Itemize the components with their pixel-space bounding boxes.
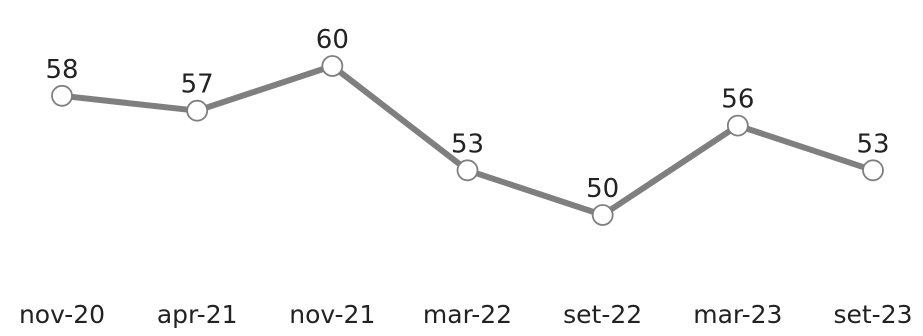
data-point-set-22: [591, 204, 614, 226]
data-label-mar-23: 56: [721, 85, 754, 115]
data-label-mar-22: 53: [451, 129, 484, 159]
data-point-mar-23: [726, 114, 749, 137]
marker-layer: [51, 55, 884, 226]
data-label-set-23: 53: [856, 129, 889, 159]
x-tick-label-nov-20: nov-20: [19, 300, 105, 329]
data-point-nov-20: [51, 84, 73, 107]
x-axis-tick-labels: nov-20 apr-21 nov-21 mar-22 set-22 mar-23 set-…: [19, 300, 913, 329]
data-label-nov-21: 60: [316, 25, 349, 55]
data-label-apr-21: 57: [181, 70, 214, 100]
data-point-nov-21: [321, 55, 344, 77]
data-label-layer: 58 57 60 53 50 56 53: [45, 25, 889, 204]
data-point-set-23: [862, 159, 884, 182]
x-tick-label-mar-23: mar-23: [693, 300, 782, 329]
x-tick-label-set-23: set-23: [833, 300, 912, 329]
data-label-set-22: 50: [586, 174, 619, 204]
data-point-mar-22: [456, 159, 479, 182]
data-point-apr-21: [186, 99, 209, 122]
x-tick-label-set-22: set-22: [563, 300, 642, 329]
x-tick-label-mar-22: mar-22: [423, 300, 512, 329]
x-tick-label-apr-21: apr-21: [157, 300, 238, 329]
x-tick-label-nov-21: nov-21: [289, 300, 375, 329]
data-label-nov-20: 58: [45, 55, 78, 85]
